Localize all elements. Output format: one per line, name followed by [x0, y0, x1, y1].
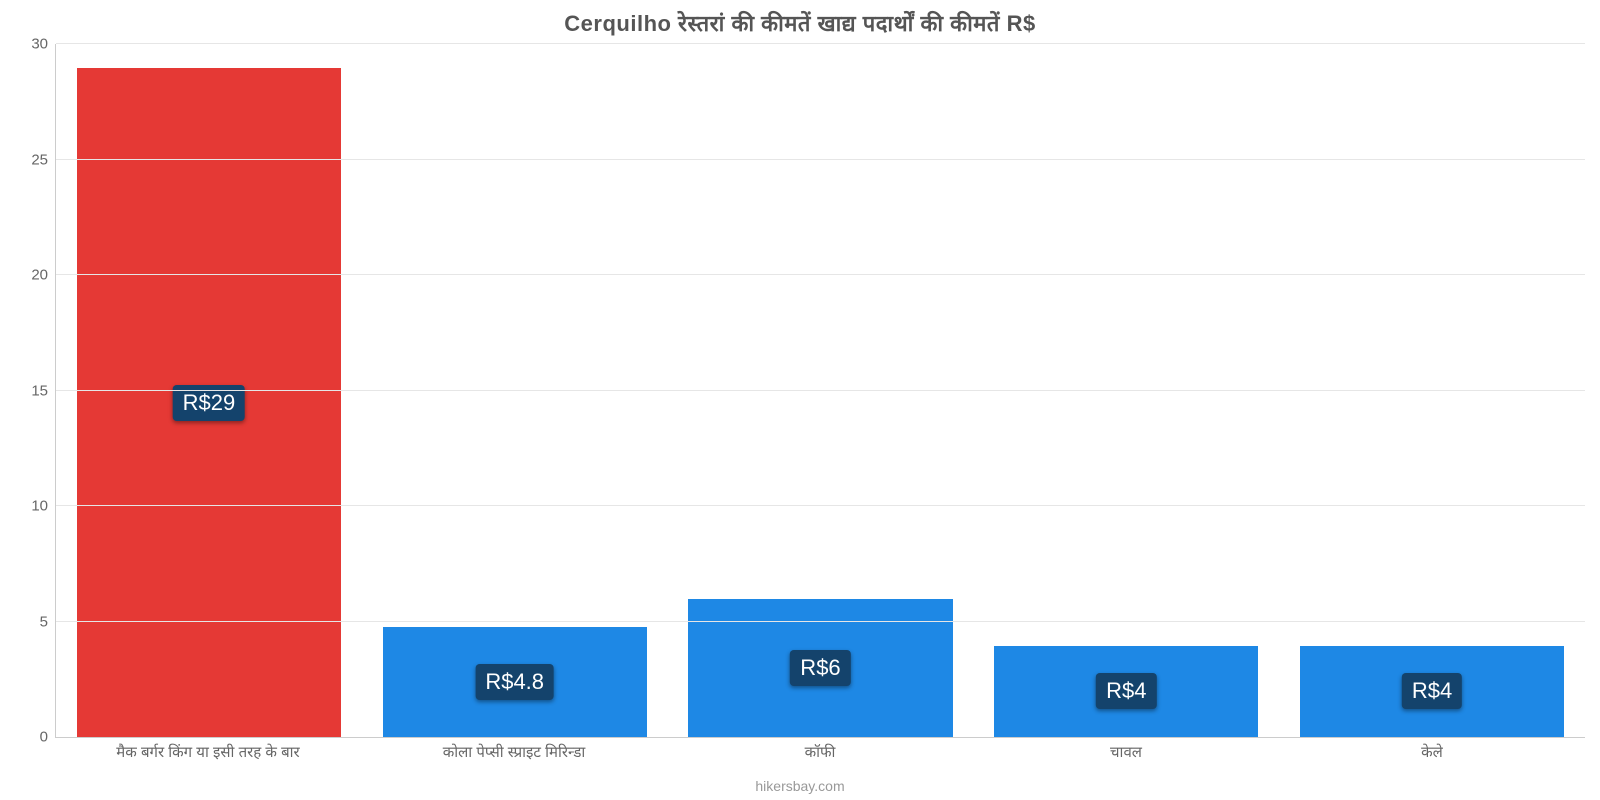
x-tick-label: केले [1279, 742, 1585, 762]
value-badge: R$4 [1402, 673, 1462, 709]
chart-title: Cerquilho रेस्तरां की कीमतें खाद्य पदार्… [0, 8, 1600, 38]
value-badge: R$4.8 [475, 664, 554, 700]
chart-container: Cerquilho रेस्तरां की कीमतें खाद्य पदार्… [0, 0, 1600, 800]
x-tick-label: मैक बर्गर किंग या इसी तरह के बार [55, 742, 361, 762]
gridline [56, 43, 1585, 44]
gridline [56, 621, 1585, 622]
bar-slot: R$4 [973, 44, 1279, 737]
x-axis-labels: मैक बर्गर किंग या इसी तरह के बारकोला पेप… [55, 742, 1585, 762]
bars-group: R$29 R$4.8 R$6 R$4 R$4 [56, 44, 1585, 737]
bar-slot: R$4.8 [362, 44, 668, 737]
gridline [56, 274, 1585, 275]
gridline [56, 159, 1585, 160]
bar: R$29 [76, 67, 342, 737]
bar: R$4.8 [382, 626, 648, 737]
bar: R$6 [687, 598, 953, 737]
chart-footer: hikersbay.com [0, 778, 1600, 794]
x-tick-label: कॉफी [667, 742, 973, 762]
y-tick-label: 15 [31, 382, 56, 399]
y-tick-label: 25 [31, 151, 56, 168]
y-tick-label: 0 [40, 729, 56, 746]
y-tick-label: 30 [31, 36, 56, 53]
x-tick-label: चावल [973, 742, 1279, 762]
value-badge: R$6 [790, 650, 850, 686]
y-tick-label: 20 [31, 267, 56, 284]
y-tick-label: 10 [31, 498, 56, 515]
x-tick-label: कोला पेप्सी स्प्राइट मिरिन्डा [361, 742, 667, 762]
bar-slot: R$4 [1279, 44, 1585, 737]
bar-slot: R$6 [668, 44, 974, 737]
gridline [56, 505, 1585, 506]
value-badge: R$4 [1096, 673, 1156, 709]
bar: R$4 [993, 645, 1259, 737]
gridline [56, 390, 1585, 391]
plot-area: R$29R$4.8R$6R$4R$4 051015202530 [55, 44, 1585, 738]
bar: R$4 [1299, 645, 1565, 737]
y-tick-label: 5 [40, 613, 56, 630]
bar-slot: R$29 [56, 44, 362, 737]
